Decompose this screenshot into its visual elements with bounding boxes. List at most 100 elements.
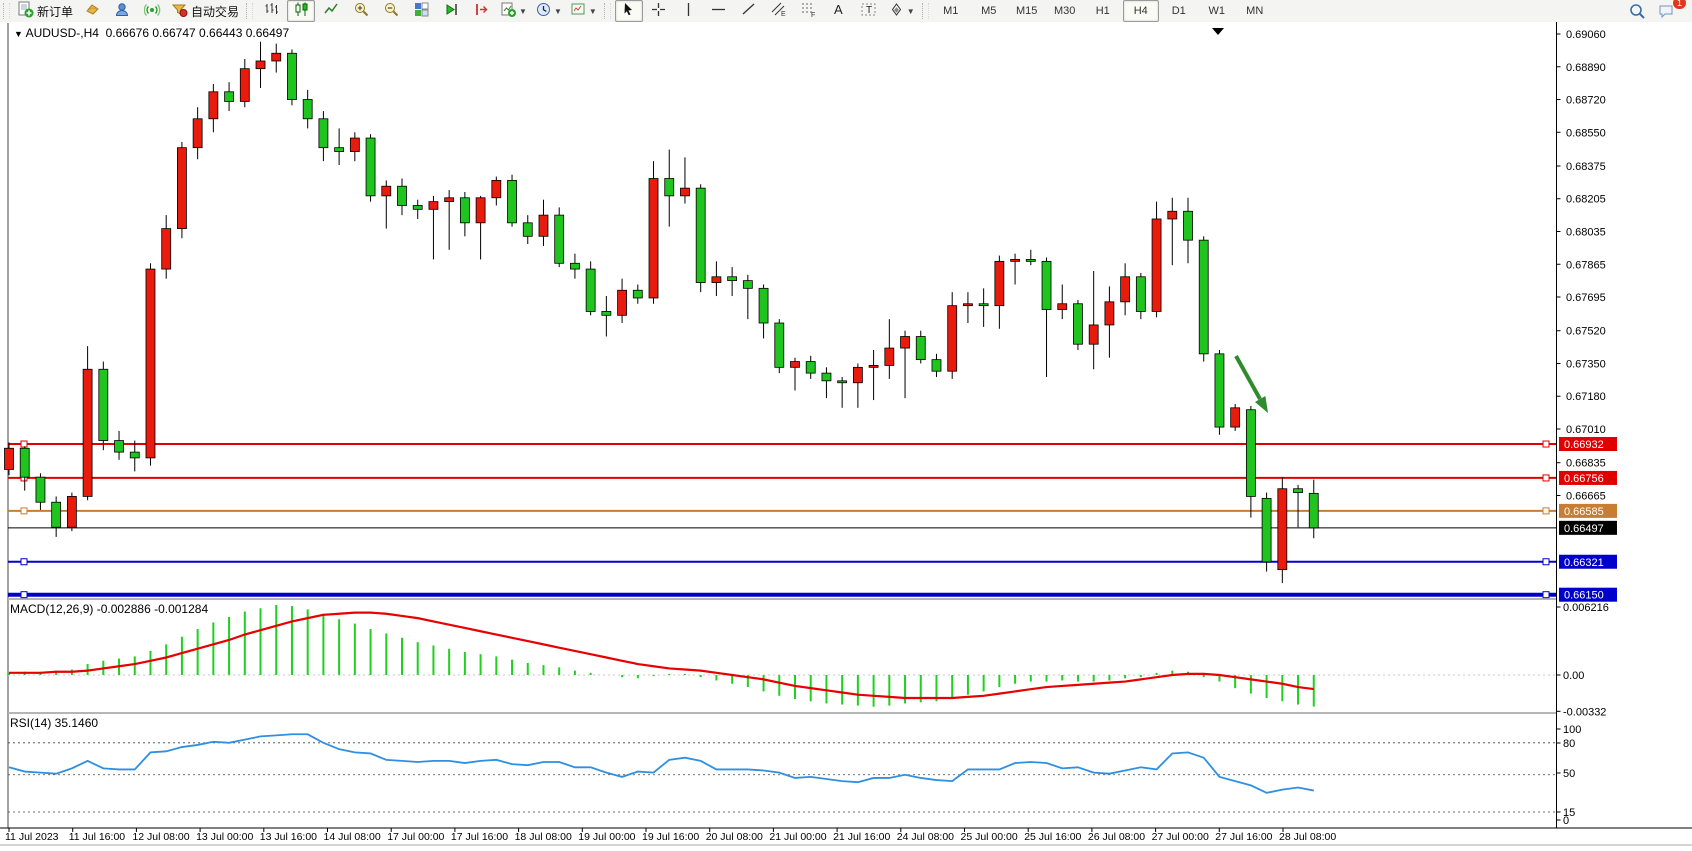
shapes-button[interactable]: ▼ — [885, 0, 918, 22]
svg-text:13 Jul 16:00: 13 Jul 16:00 — [260, 831, 317, 843]
channel-icon: E — [770, 1, 787, 21]
timeframe-h1-button[interactable]: H1 — [1095, 5, 1110, 17]
chevron-down-icon[interactable]: ▼ — [553, 6, 562, 16]
svg-text:17 Jul 16:00: 17 Jul 16:00 — [451, 831, 508, 843]
svg-text:E: E — [781, 11, 786, 18]
timeframe-m15-button[interactable]: M15 — [1016, 5, 1038, 17]
line-handle[interactable] — [1542, 591, 1550, 599]
line-handle[interactable] — [1542, 474, 1550, 482]
chevron-down-icon[interactable]: ▼ — [519, 6, 527, 16]
hline-button[interactable] — [705, 0, 733, 22]
svg-text:20 Jul 08:00: 20 Jul 08:00 — [706, 831, 763, 843]
cursor-button[interactable] — [614, 0, 643, 22]
notifications-chat-icon[interactable]: 1 — [1653, 0, 1686, 22]
trendline-button[interactable] — [735, 0, 763, 22]
line-handle[interactable] — [20, 591, 28, 599]
line-handle[interactable] — [20, 440, 28, 448]
vline-button[interactable] — [675, 0, 703, 22]
timeframe-h4-button[interactable]: H4 — [1122, 0, 1159, 22]
chart-canvas[interactable]: 0.69060 0.68890 0.68720 0.68550 0.68375 0.682… — [0, 22, 1692, 851]
hline-icon — [710, 1, 727, 21]
svg-text:17 Jul 00:00: 17 Jul 00:00 — [387, 831, 444, 843]
price-axis: 0.69060 0.68890 0.68720 0.68550 0.68375 0.682… — [1556, 29, 1606, 502]
auto-scroll-button[interactable] — [437, 0, 465, 22]
svg-text:0.66321: 0.66321 — [1564, 557, 1604, 569]
svg-text:0.006216: 0.006216 — [1563, 602, 1609, 614]
svg-text:19 Jul 00:00: 19 Jul 00:00 — [578, 831, 635, 843]
autotrading-button[interactable]: 自动交易 — [168, 0, 242, 22]
svg-text:0.68550: 0.68550 — [1566, 127, 1606, 139]
zoom-in-button[interactable] — [347, 0, 375, 22]
timeframe-m30-button[interactable]: M30 — [1054, 5, 1076, 17]
bar-chart-button[interactable] — [257, 0, 285, 22]
chevron-down-icon[interactable]: ▼ — [906, 6, 915, 16]
search-icon[interactable] — [1623, 0, 1651, 22]
crosshair-button[interactable] — [645, 0, 673, 22]
linechart-icon — [323, 1, 340, 21]
timeframe-m1-button[interactable]: M1 — [943, 5, 959, 17]
svg-text:0.66585: 0.66585 — [1564, 506, 1604, 518]
toolbar-group-grip — [246, 3, 254, 19]
tile-windows-button[interactable] — [407, 0, 435, 22]
svg-text:11 Jul 2023: 11 Jul 2023 — [5, 831, 59, 843]
svg-text:80: 80 — [1563, 738, 1575, 750]
svg-text:-0.00332: -0.00332 — [1563, 706, 1606, 718]
line-handle[interactable] — [1542, 507, 1550, 515]
zoom-out-button[interactable] — [377, 0, 405, 22]
candles-icon — [293, 1, 310, 21]
labelT-icon: T — [860, 1, 877, 21]
trend-arrow[interactable] — [1234, 355, 1268, 413]
svg-text:11 Jul 16:00: 11 Jul 16:00 — [69, 831, 126, 843]
chevron-down-icon[interactable]: ▼ — [588, 6, 597, 16]
periods-button[interactable]: ▼ — [532, 0, 565, 22]
svg-text:13 Jul 00:00: 13 Jul 00:00 — [196, 831, 253, 843]
svg-text:28 Jul 08:00: 28 Jul 08:00 — [1279, 831, 1336, 843]
svg-text:15: 15 — [1563, 807, 1575, 819]
signals-button[interactable] — [138, 0, 166, 22]
svg-text:25 Jul 00:00: 25 Jul 00:00 — [961, 831, 1018, 843]
chart-area: 0.69060 0.68890 0.68720 0.68550 0.68375 0.682… — [0, 22, 1692, 851]
line-handle[interactable] — [1542, 558, 1550, 566]
blue-person-icon — [114, 1, 131, 21]
charts-button[interactable] — [78, 0, 106, 22]
svg-text:0.67350: 0.67350 — [1566, 358, 1606, 370]
timeframe-w1-button[interactable]: W1 — [1208, 5, 1225, 17]
svg-text:T: T — [866, 5, 872, 16]
channel-button[interactable]: E — [765, 0, 793, 22]
toolbar-group-grip — [603, 3, 611, 19]
svg-text:0.68890: 0.68890 — [1566, 62, 1606, 74]
templates-button[interactable]: ▼ — [567, 0, 600, 22]
indicators-button[interactable]: ▼ — [497, 0, 530, 22]
svg-text:25 Jul 16:00: 25 Jul 16:00 — [1024, 831, 1081, 843]
line-handle[interactable] — [20, 558, 28, 566]
svg-text:A: A — [834, 2, 843, 17]
svg-text:100: 100 — [1563, 724, 1581, 736]
timeframe-mn-button[interactable]: MN — [1246, 5, 1264, 17]
crosshair-icon — [650, 1, 667, 21]
notification-badge: 1 — [1672, 0, 1686, 9]
time-axis: 11 Jul 2023 11 Jul 16:00 12 Jul 08:00 13 Ju… — [5, 828, 1336, 843]
line-chart-button[interactable] — [317, 0, 345, 22]
svg-text:0: 0 — [1563, 815, 1569, 827]
navigator-button[interactable] — [108, 0, 136, 22]
template-icon — [570, 1, 587, 21]
line-handle[interactable] — [1542, 440, 1550, 448]
svg-text:0.67180: 0.67180 — [1566, 391, 1606, 403]
svg-text:0.68720: 0.68720 — [1566, 95, 1606, 107]
svg-text:0.69060: 0.69060 — [1566, 29, 1606, 41]
chart-shift-button[interactable] — [467, 0, 495, 22]
svg-text:27 Jul 00:00: 27 Jul 00:00 — [1152, 831, 1209, 843]
fibonacci-button[interactable]: F — [795, 0, 823, 22]
line-handle[interactable] — [20, 507, 28, 515]
label-button[interactable]: T — [855, 0, 883, 22]
timeframe-d1-button[interactable]: D1 — [1171, 5, 1186, 17]
bar-shift-marker-icon[interactable] — [1212, 28, 1224, 35]
svg-text:0.00: 0.00 — [1563, 670, 1584, 682]
rsi-pane: 100 80 50 150 — [8, 724, 1581, 827]
svg-text:0.68035: 0.68035 — [1566, 226, 1606, 238]
new-order-button[interactable]: 新订单 — [14, 0, 76, 22]
timeframe-m5-button[interactable]: M5 — [981, 5, 997, 17]
text-button[interactable]: A — [825, 0, 853, 22]
candlestick-button[interactable] — [287, 0, 316, 22]
